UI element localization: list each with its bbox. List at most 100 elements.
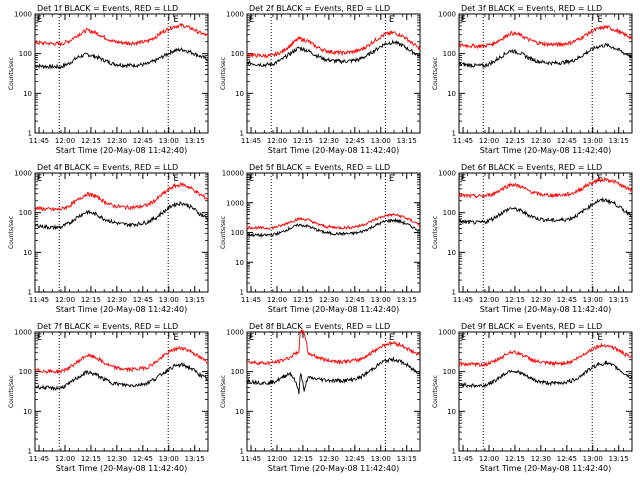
x-tick-label: 12:45 <box>133 455 153 463</box>
plot-frame <box>246 172 421 293</box>
y-tick-label: 1000 <box>226 11 244 19</box>
events-series-line <box>34 47 209 70</box>
e-marker: E <box>249 174 254 184</box>
x-tick-label: 12:00 <box>55 137 75 145</box>
e-marker: E <box>461 174 466 184</box>
x-tick-label: 12:45 <box>345 455 365 463</box>
x-tick-label: 13:15 <box>609 137 629 145</box>
x-tick-label: 11:45 <box>241 455 261 463</box>
lld-series-line <box>458 342 633 368</box>
y-tick-label: 100 <box>19 50 32 58</box>
x-tick-label: 12:00 <box>55 296 75 304</box>
e-marker: E <box>37 15 42 25</box>
y-tick-label: 10 <box>23 249 32 257</box>
lld-series-line <box>458 177 633 199</box>
x-tick-label: 12:45 <box>557 296 577 304</box>
x-tick-label: 12:30 <box>319 455 339 463</box>
x-tick-label: 12:00 <box>55 455 75 463</box>
lld-series-line <box>34 345 209 375</box>
y-tick-label: 10000 <box>222 170 244 178</box>
x-tick-label: 13:15 <box>397 137 417 145</box>
e-marker: E <box>461 333 466 343</box>
e-marker: E <box>597 15 602 25</box>
events-series-line <box>34 362 209 392</box>
x-tick-label: 12:15 <box>81 455 101 463</box>
detector-panel-5: Det 5f BLACK = Events, RED = LLD 1 10 100 10… <box>220 163 421 314</box>
y-tick-label: 1000 <box>226 329 244 337</box>
x-tick-label: 12:00 <box>479 137 499 145</box>
panel-title: Det 9f BLACK = Events, RED = LLD <box>461 322 602 331</box>
e-marker: E <box>389 333 394 343</box>
lld-series-line <box>246 30 421 59</box>
y-tick-label: 10 <box>235 259 244 267</box>
events-series-line <box>458 42 633 69</box>
x-tick-label: 12:45 <box>557 455 577 463</box>
y-tick-label: 10 <box>23 408 32 416</box>
y-tick-label: 100 <box>19 209 32 217</box>
x-tick-label: 12:00 <box>479 296 499 304</box>
x-tick-label: 13:00 <box>371 137 391 145</box>
plot-frame <box>246 331 421 452</box>
plot-frame <box>458 331 633 452</box>
x-tick-label: 12:30 <box>107 137 127 145</box>
x-tick-label: 12:15 <box>505 455 525 463</box>
x-tick-label: 12:30 <box>531 137 551 145</box>
lld-series-line <box>458 24 633 50</box>
y-tick-label: 100 <box>443 209 456 217</box>
y-tick-label: 1000 <box>14 11 32 19</box>
detector-panel-8: Det 8f BLACK = Events, RED = LLD 1 10 100 10… <box>220 322 421 473</box>
y-tick-label: 100 <box>231 229 244 237</box>
events-series-line <box>246 355 421 395</box>
x-tick-label: 13:00 <box>371 296 391 304</box>
x-axis-label: Start Time (20-May-08 11:42:40) <box>268 146 399 155</box>
detector-panel-4: Det 4f BLACK = Events, RED = LLD 1 10 100 10… <box>8 163 209 314</box>
x-tick-label: 12:30 <box>107 296 127 304</box>
x-tick-label: 12:30 <box>107 455 127 463</box>
x-tick-label: 12:00 <box>479 455 499 463</box>
x-tick-label: 11:45 <box>241 296 261 304</box>
y-axis-label: Counts/sec <box>220 57 227 90</box>
y-tick-label: 1 <box>452 448 456 456</box>
x-tick-label: 12:30 <box>319 137 339 145</box>
e-marker: E <box>389 15 394 25</box>
x-tick-label: 12:30 <box>531 296 551 304</box>
panel-title: Det 7f BLACK = Events, RED = LLD <box>37 322 178 331</box>
x-tick-label: 12:45 <box>345 296 365 304</box>
plot-frame <box>34 331 209 452</box>
y-tick-label: 10 <box>447 90 456 98</box>
y-tick-label: 100 <box>231 50 244 58</box>
x-tick-label: 11:45 <box>29 137 49 145</box>
y-tick-label: 100 <box>19 368 32 376</box>
detector-panel-3: Det 3f BLACK = Events, RED = LLD 1 10 100 10… <box>432 4 633 155</box>
y-tick-label: 1000 <box>438 170 456 178</box>
y-tick-label: 10 <box>447 249 456 257</box>
detector-panel-1: Det 1f BLACK = Events, RED = LLD 1 10 100 10… <box>8 4 209 155</box>
x-axis-label: Start Time (20-May-08 11:42:40) <box>56 146 187 155</box>
x-tick-label: 12:15 <box>293 296 313 304</box>
y-tick-label: 1000 <box>14 329 32 337</box>
x-tick-label: 11:45 <box>241 137 261 145</box>
x-tick-label: 12:15 <box>505 137 525 145</box>
y-tick-label: 100 <box>443 368 456 376</box>
y-tick-label: 10 <box>235 90 244 98</box>
events-series-line <box>246 39 421 68</box>
y-tick-label: 1 <box>452 289 456 297</box>
panel-title: Det 8f BLACK = Events, RED = LLD <box>249 322 390 331</box>
panel-title: Det 6f BLACK = Events, RED = LLD <box>461 163 602 172</box>
x-tick-label: 13:00 <box>371 455 391 463</box>
x-tick-label: 13:15 <box>397 296 417 304</box>
x-tick-label: 13:00 <box>159 455 179 463</box>
y-tick-label: 1 <box>28 448 32 456</box>
x-axis-label: Start Time (20-May-08 11:42:40) <box>56 305 187 314</box>
e-marker: E <box>597 333 602 343</box>
y-tick-label: 10 <box>23 90 32 98</box>
y-tick-label: 1000 <box>438 11 456 19</box>
e-marker: E <box>37 174 42 184</box>
y-axis-label: Counts/sec <box>220 375 227 408</box>
x-tick-label: 13:15 <box>185 137 205 145</box>
x-tick-label: 13:00 <box>159 296 179 304</box>
y-tick-label: 1000 <box>226 199 244 207</box>
x-tick-label: 12:30 <box>531 455 551 463</box>
x-tick-label: 13:00 <box>583 455 603 463</box>
x-tick-label: 12:00 <box>267 137 287 145</box>
